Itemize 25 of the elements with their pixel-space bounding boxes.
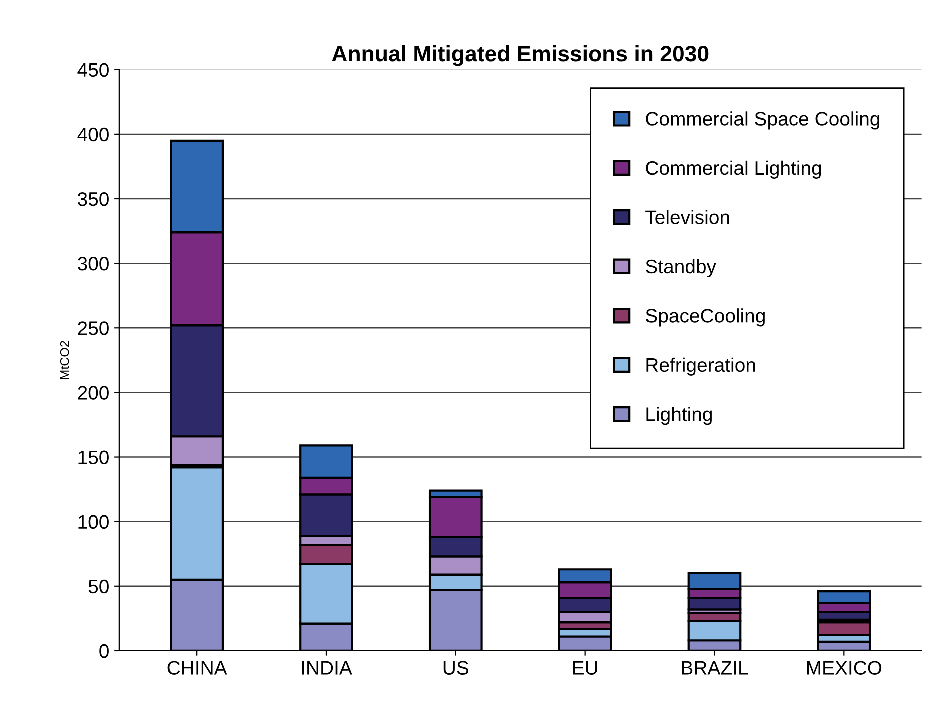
- x-tick-label: INDIA: [302, 661, 352, 675]
- y-axis-title: MtCO2: [60, 341, 70, 380]
- legend-label: Commercial Lighting: [646, 160, 822, 180]
- legend-label: Lighting: [646, 407, 712, 426]
- y-tick-label: 250: [78, 322, 109, 336]
- chart-title: Annual Mitigated Emissions in 2030: [332, 45, 709, 66]
- x-tick-label: MEXICO: [807, 661, 882, 675]
- legend-label: Television: [646, 210, 730, 224]
- legend-label: Refrigeration: [646, 358, 756, 376]
- y-tick-label: 400: [78, 128, 109, 142]
- y-tick-label: 350: [78, 192, 109, 206]
- y-tick-label: 200: [78, 386, 109, 400]
- legend-label: Commercial Space Cooling: [646, 112, 880, 130]
- legend-label: Standby: [646, 259, 716, 278]
- legend-label: SpaceCooling: [646, 308, 765, 327]
- x-tick-label: EU: [573, 661, 598, 675]
- x-tick-label: US: [444, 661, 469, 675]
- y-tick-label: 50: [88, 580, 109, 594]
- y-tick-label: 150: [78, 450, 109, 465]
- x-tick-label: CHINA: [168, 661, 228, 675]
- x-tick-label: BRAZIL: [682, 661, 748, 675]
- y-tick-label: 450: [78, 63, 109, 78]
- y-tick-label: 300: [78, 257, 109, 271]
- y-tick-label: 100: [78, 515, 109, 530]
- y-tick-label: 0: [100, 644, 109, 658]
